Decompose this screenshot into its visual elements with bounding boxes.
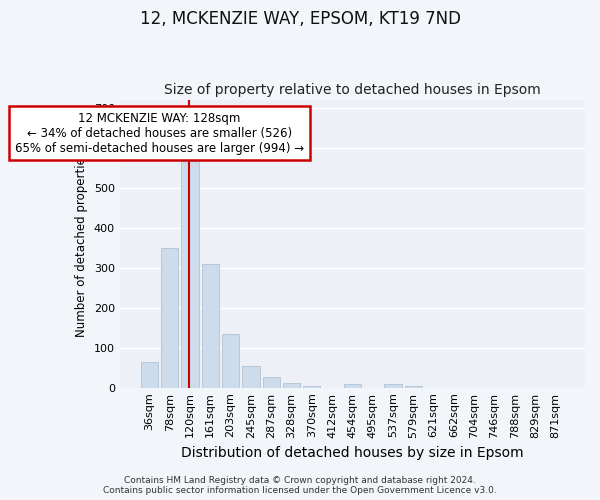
- Bar: [222, 334, 239, 388]
- Bar: [303, 386, 320, 388]
- Y-axis label: Number of detached properties: Number of detached properties: [75, 150, 88, 336]
- Text: 12 MCKENZIE WAY: 128sqm
← 34% of detached houses are smaller (526)
65% of semi-d: 12 MCKENZIE WAY: 128sqm ← 34% of detache…: [15, 112, 304, 154]
- Bar: [141, 362, 158, 388]
- Bar: [181, 160, 199, 388]
- Bar: [263, 377, 280, 388]
- Text: Contains HM Land Registry data © Crown copyright and database right 2024.
Contai: Contains HM Land Registry data © Crown c…: [103, 476, 497, 495]
- Title: Size of property relative to detached houses in Epsom: Size of property relative to detached ho…: [164, 83, 541, 97]
- Bar: [161, 248, 178, 388]
- Bar: [242, 366, 260, 388]
- Bar: [283, 383, 300, 388]
- Bar: [202, 264, 219, 388]
- Bar: [344, 384, 361, 388]
- X-axis label: Distribution of detached houses by size in Epsom: Distribution of detached houses by size …: [181, 446, 524, 460]
- Text: 12, MCKENZIE WAY, EPSOM, KT19 7ND: 12, MCKENZIE WAY, EPSOM, KT19 7ND: [139, 10, 461, 28]
- Bar: [384, 384, 401, 388]
- Bar: [404, 386, 422, 388]
